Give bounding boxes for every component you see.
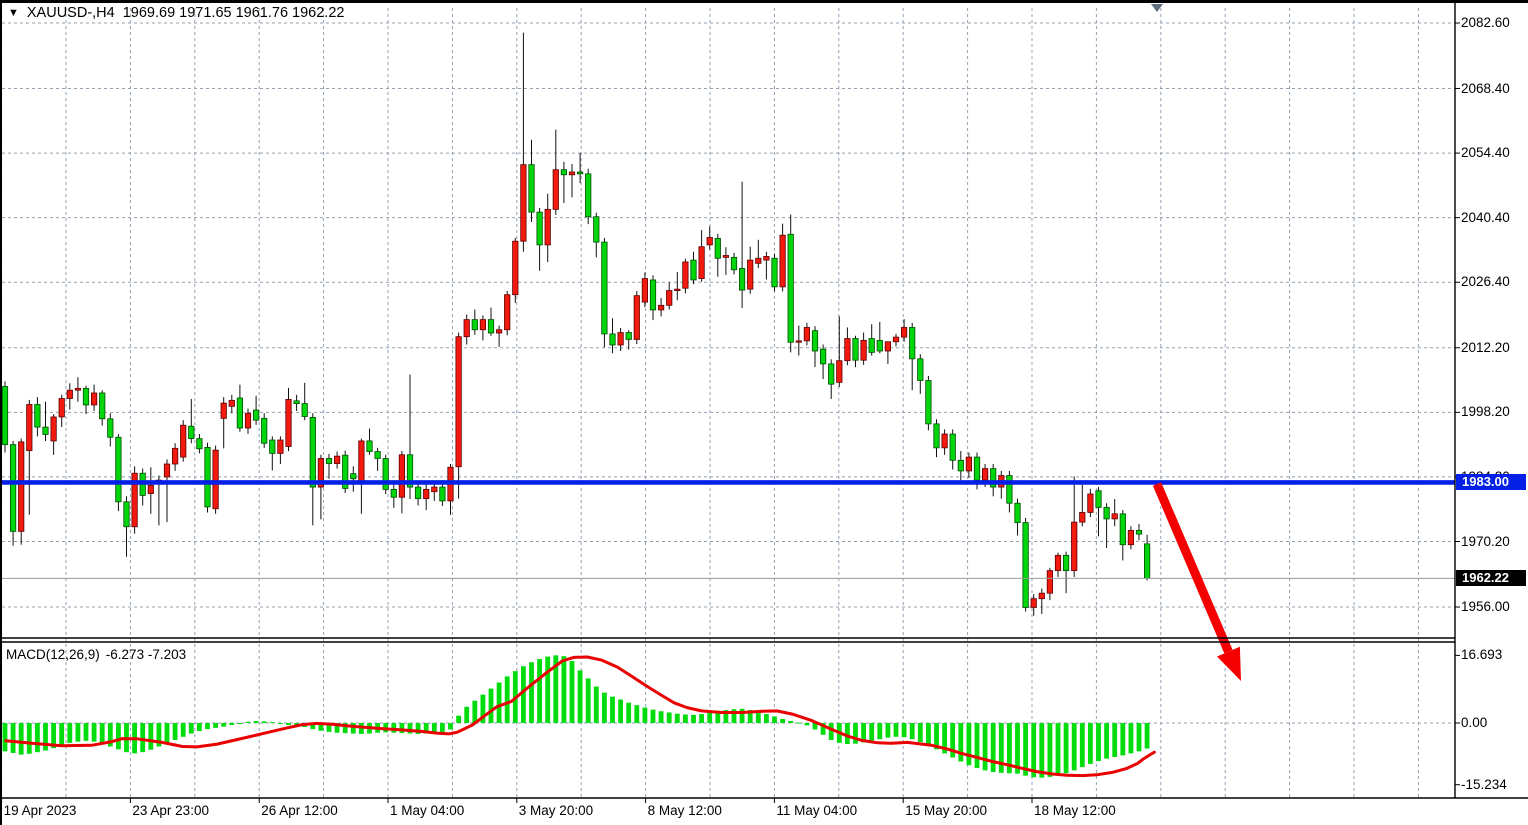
trend-arrow-annotation[interactable]	[1152, 482, 1241, 681]
scroll-marker-icon	[1151, 4, 1163, 12]
horizontal-line-1983[interactable]	[2, 480, 1455, 485]
price-axis-label[interactable]: 2012.20	[1461, 339, 1510, 355]
time-axis-label[interactable]: 15 May 20:00	[905, 803, 987, 818]
price-axis-label[interactable]: 2068.40	[1461, 80, 1510, 96]
time-axis-label[interactable]: 1 May 04:00	[390, 803, 465, 818]
candle-series	[1, 32, 1151, 616]
symbol-period-label: XAUUSD-,H4	[26, 5, 115, 21]
macd-signal-line	[4, 655, 1156, 778]
macd-axis-label[interactable]: 0.00	[1461, 715, 1488, 730]
hline-price-badge: 1983.00	[1456, 474, 1526, 491]
price-axis-label[interactable]: 2082.60	[1461, 15, 1510, 30]
macd-indicator-values: -6.273 -7.203	[105, 647, 187, 662]
price-axis-label[interactable]: 2054.40	[1461, 145, 1510, 161]
grid-lines	[1, 8, 1455, 798]
axis-ticks	[1, 22, 1460, 803]
time-axis-label[interactable]: 8 May 12:00	[647, 803, 722, 818]
time-axis-label[interactable]: 18 May 12:00	[1034, 803, 1116, 818]
time-axis-label[interactable]: 3 May 20:00	[518, 803, 594, 818]
price-axis-label[interactable]: 1970.20	[1461, 533, 1510, 549]
macd-indicator-label: MACD(12,26,9)	[6, 647, 100, 662]
time-axis-label[interactable]: 26 Apr 12:00	[261, 803, 338, 818]
price-axis-label[interactable]: 1956.00	[1461, 599, 1510, 614]
macd-axis-label[interactable]: -15.234	[1461, 776, 1507, 792]
time-axis-label[interactable]: 11 May 04:00	[776, 803, 858, 818]
time-axis-label[interactable]: 23 Apr 23:00	[132, 803, 209, 818]
price-axis-label[interactable]: 1998.20	[1461, 404, 1510, 420]
symbol-dropdown-icon[interactable]: ▼	[8, 7, 19, 19]
macd-histogram	[2, 655, 1150, 778]
last-price-badge: 1962.22	[1456, 570, 1526, 587]
time-axis-label[interactable]: 19 Apr 2023	[3, 803, 77, 818]
macd-axis-label[interactable]: 16.693	[1461, 647, 1503, 663]
price-axis-label[interactable]: 2026.40	[1461, 274, 1510, 290]
price-axis-label[interactable]: 2040.40	[1461, 209, 1510, 225]
indicator-label-row: MACD(12,26,9) -6.273 -7.203	[6, 647, 186, 662]
title-ohlc-values: 1969.69 1971.65 1961.76 1962.22	[122, 5, 345, 21]
chart-title: ▼ XAUUSD-,H4 1969.69 1971.65 1961.76 196…	[8, 5, 344, 21]
